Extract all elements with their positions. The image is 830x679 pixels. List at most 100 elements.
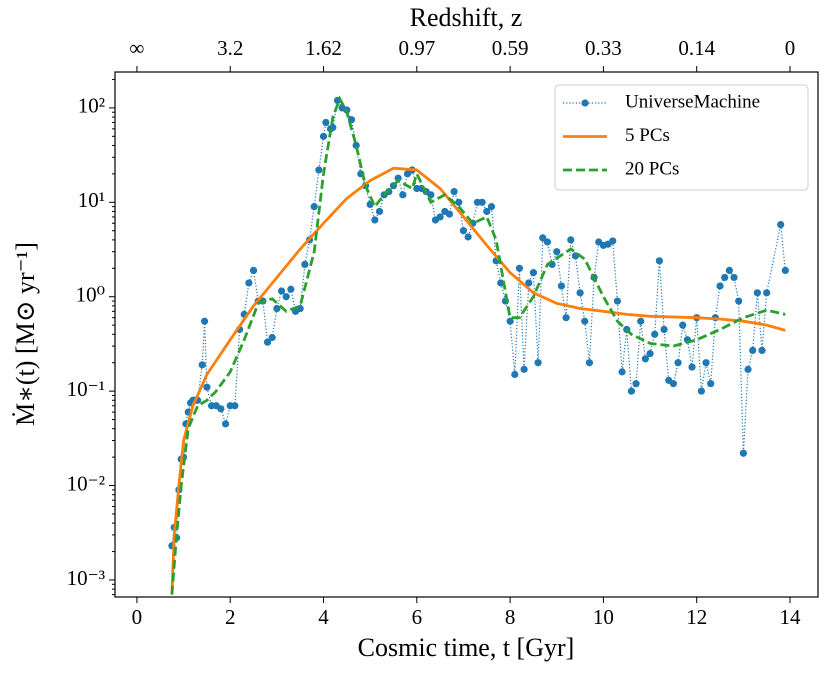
data-point xyxy=(427,191,435,199)
data-point xyxy=(585,359,594,367)
data-point xyxy=(520,365,528,373)
data-point xyxy=(282,293,290,301)
data-point xyxy=(739,449,747,457)
data-point xyxy=(627,387,636,395)
data-point xyxy=(562,314,570,322)
data-point xyxy=(221,420,230,428)
data-point xyxy=(543,238,552,246)
data-point xyxy=(763,289,771,297)
top-tick-label: ∞ xyxy=(129,36,144,60)
x-tick-label: 8 xyxy=(505,605,516,629)
plot-area xyxy=(168,95,789,595)
x-tick-label: 2 xyxy=(225,605,236,629)
data-point xyxy=(249,266,258,275)
y-tick-label: 10⁻¹ xyxy=(67,377,105,401)
data-point xyxy=(721,273,729,282)
data-point xyxy=(455,198,463,206)
data-point xyxy=(203,383,211,391)
data-point xyxy=(200,317,209,325)
legend-label: UniverseMachine xyxy=(625,91,760,112)
data-point xyxy=(445,210,454,218)
y-tick-label: 10² xyxy=(78,94,105,118)
data-point xyxy=(478,198,486,206)
data-point xyxy=(322,118,330,127)
data-point xyxy=(263,338,272,346)
x-axis-label: Cosmic time, t [Gyr] xyxy=(358,633,575,662)
y-tick-label: 10⁻³ xyxy=(67,566,105,590)
data-point xyxy=(735,297,743,305)
data-point xyxy=(641,355,649,363)
data-point xyxy=(450,187,458,196)
legend-label: 20 PCs xyxy=(625,158,679,179)
data-point xyxy=(231,402,239,410)
x-tick-label: 4 xyxy=(318,605,329,629)
top-tick-label: 0.14 xyxy=(678,36,715,60)
data-point xyxy=(483,207,491,216)
x-tick-label: 6 xyxy=(412,605,423,629)
data-point xyxy=(464,233,472,241)
data-point xyxy=(749,346,757,355)
data-point xyxy=(557,282,566,290)
data-point xyxy=(655,257,663,265)
data-point xyxy=(515,264,524,272)
top-tick-label: 3.2 xyxy=(217,36,243,60)
x-tick-label: 14 xyxy=(780,605,802,629)
x-tick-label: 12 xyxy=(686,605,707,629)
data-point xyxy=(371,216,379,224)
legend-label: 5 PCs xyxy=(625,125,670,146)
data-point xyxy=(319,132,328,140)
data-point xyxy=(506,317,514,325)
data-point xyxy=(301,260,309,268)
data-point xyxy=(702,359,710,367)
data-point xyxy=(217,405,225,413)
data-point xyxy=(777,221,785,229)
top-tick-label: 0.59 xyxy=(492,36,529,60)
data-point xyxy=(198,361,206,369)
data-point xyxy=(287,285,295,293)
legend-marker xyxy=(581,99,589,107)
data-point xyxy=(268,333,276,342)
data-point xyxy=(534,359,542,367)
data-point xyxy=(730,273,738,282)
data-point xyxy=(753,289,761,297)
y-tick-label: 10¹ xyxy=(78,188,105,212)
data-point xyxy=(674,359,682,367)
data-point xyxy=(618,368,626,376)
data-point xyxy=(399,191,407,199)
data-point xyxy=(529,269,538,277)
x-tick-label: 0 xyxy=(132,605,143,629)
data-point xyxy=(567,236,575,244)
top-tick-label: 0.33 xyxy=(585,36,622,60)
data-point xyxy=(539,234,547,242)
data-point xyxy=(660,325,668,334)
data-point xyxy=(436,213,444,221)
series-line xyxy=(171,98,786,546)
data-point xyxy=(725,266,733,275)
data-point xyxy=(459,227,468,235)
data-point xyxy=(646,349,654,358)
data-point xyxy=(632,380,640,388)
series-line xyxy=(170,95,786,595)
data-point xyxy=(576,289,584,297)
data-point xyxy=(781,266,789,275)
y-axis-label: Ṁ∗(t) [M⊙ yr⁻¹] xyxy=(11,242,40,426)
top-tick-label: 0 xyxy=(785,36,796,60)
data-point xyxy=(581,317,589,325)
top-axis-label: Redshift, z xyxy=(410,3,523,32)
data-point xyxy=(310,203,318,211)
x-tick-label: 10 xyxy=(593,605,614,629)
data-point xyxy=(553,248,561,256)
data-point xyxy=(273,304,281,313)
data-point xyxy=(511,370,519,379)
data-point xyxy=(688,363,696,371)
data-point xyxy=(277,287,286,295)
data-point xyxy=(637,317,645,325)
data-point xyxy=(609,237,617,245)
data-point xyxy=(707,380,715,388)
y-tick-label: 10⁰ xyxy=(76,283,105,307)
data-point xyxy=(315,166,323,174)
data-point xyxy=(669,380,677,388)
data-point xyxy=(651,330,659,338)
data-point xyxy=(613,297,622,305)
